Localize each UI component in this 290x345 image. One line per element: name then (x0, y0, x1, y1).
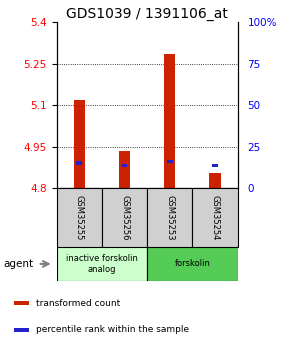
Text: GSM35256: GSM35256 (120, 195, 129, 240)
Text: GSM35254: GSM35254 (211, 195, 220, 240)
Bar (209, 173, 221, 188)
Bar (147, 247, 238, 281)
Bar (57, 247, 147, 281)
Bar (14, 301, 29, 305)
Text: GSM35255: GSM35255 (75, 195, 84, 240)
Title: GDS1039 / 1391106_at: GDS1039 / 1391106_at (66, 7, 228, 21)
Bar (122, 164, 127, 167)
Text: percentile rank within the sample: percentile rank within the sample (36, 325, 189, 334)
Bar (102, 188, 147, 247)
Bar (164, 54, 175, 188)
Text: forskolin: forskolin (175, 259, 211, 268)
Text: transformed count: transformed count (36, 298, 120, 307)
Bar (193, 188, 238, 247)
Bar (77, 161, 82, 165)
Bar (167, 160, 173, 163)
Bar (119, 151, 130, 188)
Text: GSM35253: GSM35253 (165, 195, 174, 240)
Bar (212, 164, 218, 167)
Text: inactive forskolin
analog: inactive forskolin analog (66, 254, 138, 274)
Text: agent: agent (3, 259, 33, 269)
Bar (57, 188, 102, 247)
Bar (74, 100, 85, 188)
Bar (14, 328, 29, 332)
Bar (147, 188, 193, 247)
